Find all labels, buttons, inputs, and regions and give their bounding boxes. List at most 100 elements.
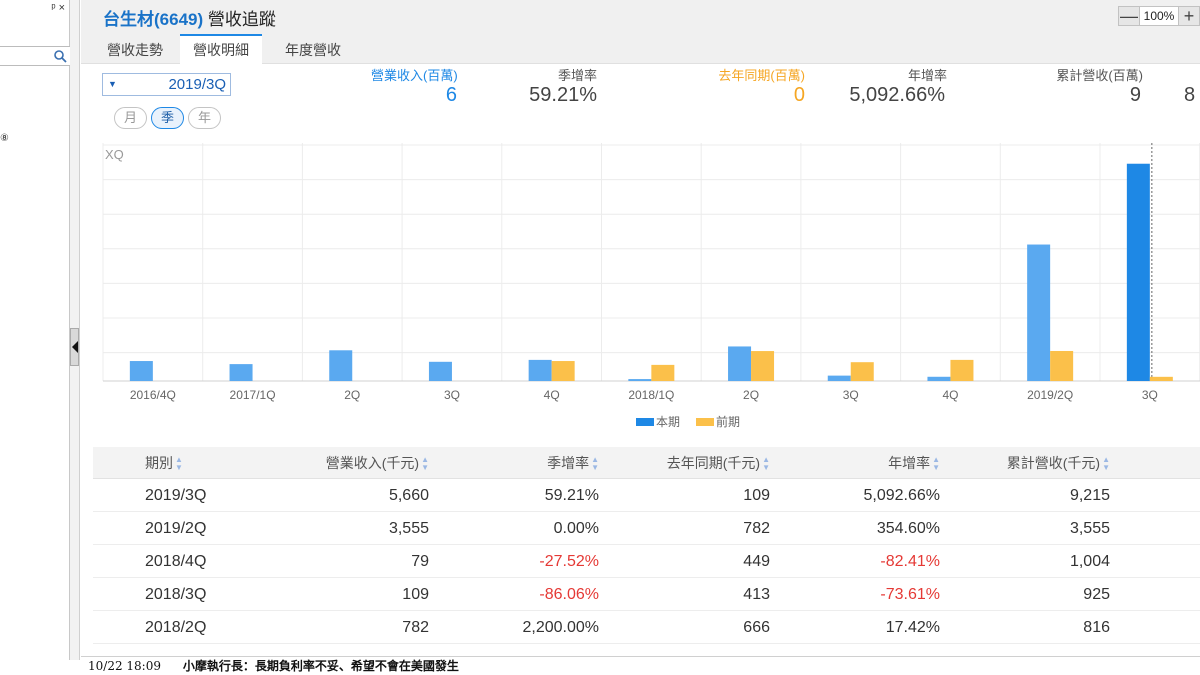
- period-type-toggle: 月 季 年: [114, 107, 221, 129]
- cell-last-year: 449: [743, 553, 770, 570]
- cell-yoy: 354.60%: [876, 520, 940, 537]
- bar-current-4Q: [528, 359, 552, 381]
- col-header-cumulative[interactable]: 累計營收(千元) ▲ ▼: [953, 447, 1110, 479]
- legend-label-current: 本期: [656, 415, 681, 429]
- table-row[interactable]: 2019/2Q 3,555 0.00% 782 354.60% 3,555: [93, 512, 1200, 545]
- bar-current-4Q: [927, 376, 951, 381]
- zoom-control: — 100% +: [1118, 6, 1200, 26]
- col-header-yoy-label: 年增率: [888, 455, 931, 471]
- x-tick-label: 3Q: [843, 388, 859, 402]
- table-body: 2019/3Q 5,660 59.21% 109 5,092.66% 9,215 2019/…: [93, 479, 1200, 644]
- col-header-yoy[interactable]: 年增率 ▲ ▼: [783, 447, 940, 479]
- legend-swatch-prior: [696, 417, 715, 426]
- sort-icon: ▲ ▼: [762, 455, 770, 473]
- tab-revenue-detail[interactable]: 營收明細: [180, 34, 262, 65]
- bar-current-2016/4Q: [129, 361, 153, 381]
- col-header-cumulative-label: 累計營收(千元): [1006, 455, 1101, 471]
- bar-current-2018/1Q: [628, 379, 652, 381]
- title-bar: 台生材(6649) 營收追蹤 — 100% +: [81, 0, 1200, 34]
- table-row[interactable]: 2018/2Q 782 2,200.00% 666 17.42% 816: [93, 611, 1200, 644]
- cell-last-year: 782: [743, 520, 770, 537]
- x-tick-label: 4Q: [942, 388, 958, 402]
- col-header-revenue[interactable]: 營業收入(千元) ▲ ▼: [273, 447, 429, 479]
- bar-current-2017/1Q: [229, 364, 253, 381]
- period-value: 2019/3Q: [168, 76, 226, 93]
- stat-revenue-label: 營業收入(百萬): [371, 68, 458, 83]
- cell-revenue: 782: [402, 619, 429, 636]
- list-item-marker: ⑧: [0, 133, 9, 144]
- bar-current-2019/2Q: [1027, 244, 1051, 381]
- stat-cum-value: 9: [1129, 84, 1141, 106]
- x-tick-label: 2019/2Q: [1027, 388, 1073, 402]
- col-header-last-year[interactable]: 去年同期(千元) ▲ ▼: [613, 447, 770, 479]
- bar-current-3Q: [827, 375, 851, 381]
- ticker-message[interactable]: 小摩執行長：長期負利率不妥、希望不會在美國發生: [182, 659, 459, 673]
- cell-cumulative: 925: [1083, 586, 1110, 603]
- legend-item-current[interactable]: 本期: [636, 413, 680, 430]
- left-panel: ᵖ × ⑧: [0, 0, 70, 660]
- chart-watermark: XQ: [105, 147, 124, 162]
- panel-splitter[interactable]: [70, 0, 80, 660]
- bar-prior-2Q: [751, 351, 775, 381]
- cell-period: 2018/3Q: [145, 586, 207, 603]
- stat-yoy-label: 年增率: [907, 68, 947, 83]
- pill-year[interactable]: 年: [188, 107, 221, 129]
- x-tick-label: 2Q: [743, 388, 759, 402]
- period-dropdown[interactable]: ▼ 2019/3Q: [102, 73, 231, 96]
- cell-qoq: -86.06%: [539, 586, 599, 603]
- sort-icon: ▲ ▼: [591, 455, 599, 473]
- bar-prior-3Q: [1149, 376, 1173, 381]
- zoom-level: 100%: [1140, 6, 1178, 26]
- news-ticker[interactable]: 10/22 18:09 小摩執行長：長期負利率不妥、希望不會在美國發生: [81, 656, 1200, 675]
- tab-annual-revenue[interactable]: 年度營收: [285, 42, 341, 58]
- pill-quarter[interactable]: 季: [151, 107, 184, 129]
- x-tick-label: 2Q: [344, 388, 360, 402]
- cell-yoy: 5,092.66%: [863, 487, 940, 504]
- bar-prior-4Q: [551, 361, 575, 381]
- stock-id: (6649): [154, 10, 204, 29]
- panel-pin-close-icons[interactable]: ᵖ ×: [51, 2, 65, 14]
- cell-qoq: -27.52%: [539, 553, 599, 570]
- bar-prior-2019/2Q: [1050, 350, 1074, 381]
- tab-revenue-trend[interactable]: 營收走勢: [107, 42, 163, 58]
- stat-ly-value: 0: [793, 84, 805, 106]
- cell-revenue: 109: [402, 586, 429, 603]
- legend-label-prior: 前期: [716, 415, 741, 429]
- cell-period: 2019/3Q: [145, 487, 207, 504]
- col-header-last-year-label: 去年同期(千元): [666, 455, 761, 471]
- table-row[interactable]: 2019/3Q 5,660 59.21% 109 5,092.66% 9,215: [93, 479, 1200, 512]
- dropdown-arrow-icon: ▼: [108, 79, 117, 89]
- col-header-qoq[interactable]: 季增率 ▲ ▼: [443, 447, 599, 479]
- collapse-panel-button[interactable]: [70, 328, 79, 366]
- x-tick-label: 2018/1Q: [628, 388, 674, 402]
- cell-period: 2018/4Q: [145, 553, 207, 570]
- zoom-out-button[interactable]: —: [1118, 6, 1140, 26]
- col-header-period[interactable]: 期別 ▲ ▼: [145, 447, 225, 479]
- sort-icon: ▲ ▼: [932, 455, 940, 473]
- cell-qoq: 59.21%: [544, 487, 599, 504]
- chart-legend: 本期 前期: [636, 413, 740, 430]
- zoom-in-button[interactable]: +: [1178, 6, 1200, 26]
- x-tick-label: 2017/1Q: [230, 388, 276, 402]
- table-row[interactable]: 2018/3Q 109 -86.06% 413 -73.61% 925: [93, 578, 1200, 611]
- stat-qoq-value: 59.21%: [529, 84, 597, 106]
- table-row[interactable]: 2018/4Q 79 -27.52% 449 -82.41% 1,004: [93, 545, 1200, 578]
- stat-qoq-label: 季增率: [557, 68, 597, 83]
- col-header-revenue-label: 營業收入(千元): [325, 455, 420, 471]
- search-icon[interactable]: [53, 49, 67, 63]
- page-name: 營收追蹤: [207, 10, 276, 29]
- cell-last-year: 666: [743, 619, 770, 636]
- legend-item-prior[interactable]: 前期: [696, 413, 740, 430]
- chevron-left-icon: [72, 341, 78, 353]
- cell-qoq: 0.00%: [553, 520, 599, 537]
- revenue-bar-chart: XQ 2016/4Q 2017/1Q 2Q 3Q 4Q 2018/1Q 2Q 3Q 4Q 2019/…: [102, 143, 1200, 402]
- cell-qoq: 2,200.00%: [522, 619, 599, 636]
- sort-icon: ▲ ▼: [421, 455, 429, 473]
- symbol-search-input[interactable]: [0, 46, 70, 66]
- bar-current-2Q: [728, 346, 752, 381]
- pill-month[interactable]: 月: [114, 107, 147, 129]
- bar-current-3Q: [1126, 163, 1150, 381]
- cell-last-year: 413: [743, 586, 770, 603]
- bar-prior-4Q: [950, 359, 974, 381]
